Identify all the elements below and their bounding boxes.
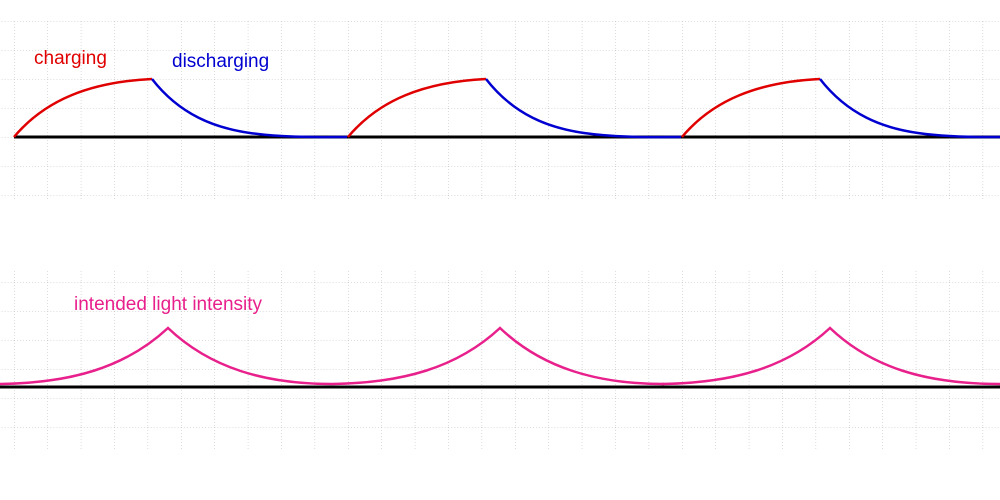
intensity-curve bbox=[0, 326, 1000, 386]
charging-curve bbox=[681, 77, 821, 138]
cycle bbox=[347, 77, 682, 139]
discharging-curve bbox=[151, 78, 348, 139]
discharging-curve bbox=[485, 78, 682, 139]
intensity-label: intended light intensity bbox=[74, 294, 263, 315]
charge-curves bbox=[13, 77, 1000, 139]
grid-top bbox=[0, 21, 1000, 201]
intensity-pulse bbox=[0, 326, 333, 386]
intensity-pulse bbox=[331, 326, 665, 386]
cycle bbox=[13, 77, 348, 139]
cycle bbox=[681, 77, 1000, 139]
intensity-pulse bbox=[661, 326, 1000, 386]
discharging-curve bbox=[819, 78, 1000, 139]
charging-curve bbox=[13, 77, 153, 138]
charging-label: charging bbox=[34, 48, 107, 69]
discharging-label: discharging bbox=[172, 51, 269, 72]
grid-bottom bbox=[0, 271, 1000, 451]
charging-curve bbox=[347, 77, 487, 138]
